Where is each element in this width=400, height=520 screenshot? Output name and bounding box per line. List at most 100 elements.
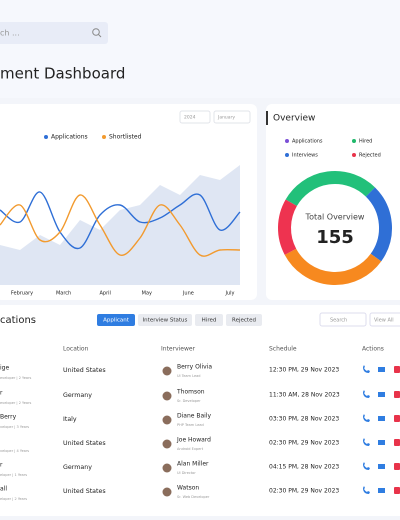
legend-label: Hired bbox=[359, 139, 372, 145]
x-tick-label: February bbox=[11, 291, 33, 297]
column-header: Actions bbox=[362, 346, 384, 353]
call-icon[interactable] bbox=[363, 438, 370, 446]
applicant-detail: veloper | 4 Years bbox=[0, 449, 29, 453]
legend-dot bbox=[285, 153, 289, 157]
table-search[interactable] bbox=[319, 312, 367, 327]
avatar bbox=[162, 366, 172, 376]
legend-dot bbox=[352, 139, 356, 143]
donut-segment bbox=[285, 171, 375, 207]
x-tick-label: May bbox=[142, 291, 152, 297]
interviewer-role: Sr. Web Developer bbox=[177, 495, 210, 499]
search-icon bbox=[98, 34, 102, 38]
interviewer-role: Android Expert bbox=[177, 447, 204, 451]
interviewer-role: Sr. Developer bbox=[177, 399, 201, 403]
location: Germany bbox=[63, 392, 92, 399]
applicant-detail: eloper | 2 Years bbox=[0, 497, 27, 501]
delete-icon[interactable] bbox=[394, 463, 400, 470]
delete-icon[interactable] bbox=[394, 439, 400, 446]
interviewer-name: Joe Howard bbox=[176, 437, 211, 444]
call-icon[interactable] bbox=[363, 390, 370, 398]
area bbox=[0, 165, 240, 285]
legend-dot bbox=[44, 135, 48, 139]
donut-label: Total Overview bbox=[305, 213, 365, 222]
filter-dropdown[interactable] bbox=[213, 110, 251, 124]
avatar bbox=[162, 487, 172, 497]
search-icon bbox=[92, 28, 100, 36]
applicant-name: ige bbox=[0, 365, 9, 372]
delete-icon[interactable] bbox=[394, 366, 400, 373]
interviewer-role: PHP Team Lead bbox=[177, 423, 204, 427]
legend-dot bbox=[102, 135, 106, 139]
legend-label: Shortlisted bbox=[109, 134, 142, 141]
interviewer-name: Diane Baily bbox=[177, 413, 211, 420]
table-search-text: Search bbox=[330, 318, 347, 324]
tab[interactable] bbox=[195, 314, 223, 326]
view-filter[interactable] bbox=[369, 312, 400, 327]
legend-label: Interviews bbox=[292, 153, 318, 159]
applicant-name: r bbox=[0, 390, 3, 397]
call-icon[interactable] bbox=[363, 365, 370, 373]
donut-segment bbox=[278, 199, 298, 255]
schedule: 12:30 PM, 29 Nov 2023 bbox=[269, 367, 339, 374]
location: Germany bbox=[63, 464, 92, 471]
applicant-detail: veloper | 3 Years bbox=[0, 425, 29, 429]
interviewer-role: UI Director bbox=[177, 471, 196, 475]
legend-dot bbox=[352, 153, 356, 157]
search-box[interactable] bbox=[0, 22, 108, 44]
tab[interactable] bbox=[97, 314, 135, 326]
call-icon[interactable] bbox=[363, 462, 370, 470]
line bbox=[0, 191, 241, 250]
mail-icon[interactable] bbox=[378, 416, 385, 421]
table-card bbox=[0, 305, 400, 520]
mail-icon[interactable] bbox=[378, 464, 385, 469]
donut-segment bbox=[284, 248, 382, 285]
legend-dot bbox=[285, 139, 289, 143]
overview-title: Overview bbox=[273, 114, 315, 124]
tab-label: Rejected bbox=[232, 318, 256, 324]
applicant-detail: eveloper | 2 Years bbox=[0, 376, 31, 380]
avatar bbox=[162, 439, 172, 449]
donut-total: 155 bbox=[316, 227, 354, 248]
call-icon[interactable] bbox=[363, 414, 370, 422]
tab-label: Hired bbox=[202, 318, 217, 324]
mail-icon[interactable] bbox=[378, 367, 385, 372]
legend-label: Rejected bbox=[359, 153, 381, 159]
search-text: ch ... bbox=[0, 29, 20, 38]
page-title: ment Dashboard bbox=[0, 65, 125, 83]
delete-icon[interactable] bbox=[394, 391, 400, 398]
mail-icon[interactable] bbox=[378, 392, 385, 397]
location: United States bbox=[63, 367, 106, 374]
tab[interactable] bbox=[226, 314, 262, 326]
x-tick-label: June bbox=[182, 291, 194, 297]
call-icon[interactable] bbox=[363, 486, 370, 494]
legend-label: Applications bbox=[51, 134, 88, 141]
table-title: cations bbox=[0, 315, 36, 326]
schedule: 04:15 PM, 28 Nov 2023 bbox=[269, 464, 339, 471]
filter-dropdown[interactable] bbox=[179, 110, 211, 124]
line bbox=[0, 194, 241, 257]
interviewer-name: Berry Olivia bbox=[177, 364, 212, 371]
schedule: 11:30 AM, 28 Nov 2023 bbox=[269, 392, 340, 399]
location: United States bbox=[63, 488, 106, 495]
tab[interactable] bbox=[138, 314, 192, 326]
view-filter-text: View All bbox=[374, 318, 394, 324]
x-tick-label: July bbox=[225, 291, 235, 297]
title-bar bbox=[266, 111, 268, 125]
location: United States bbox=[63, 440, 106, 447]
applicant-name: r bbox=[0, 462, 3, 469]
applicant-detail: eveloper | 2 Years bbox=[0, 401, 31, 405]
schedule: 02:30 PM, 29 Nov 2023 bbox=[269, 440, 339, 447]
applicant-name: Berry bbox=[0, 414, 17, 421]
delete-icon[interactable] bbox=[394, 415, 400, 422]
schedule: 02:30 PM, 29 Nov 2023 bbox=[269, 488, 339, 495]
applicant-name: all bbox=[0, 486, 7, 493]
x-tick-label: April bbox=[99, 291, 110, 297]
avatar bbox=[162, 415, 172, 425]
mail-icon[interactable] bbox=[378, 488, 385, 493]
mail-icon[interactable] bbox=[378, 440, 385, 445]
filter-label: 2024 bbox=[184, 115, 196, 121]
x-tick-label: March bbox=[56, 291, 71, 297]
delete-icon[interactable] bbox=[394, 487, 400, 494]
